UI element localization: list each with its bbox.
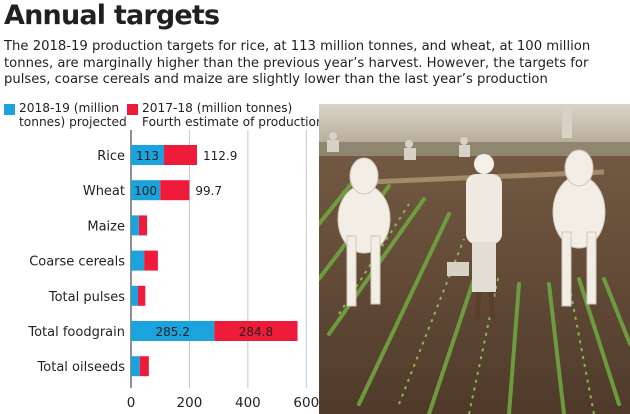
bar-fourth-estimate — [144, 250, 158, 271]
legend-label-line1: 2018-19 (million — [19, 101, 120, 115]
bar-fourth-estimate — [214, 321, 298, 341]
data-label-fourth-estimate: 99.7 — [195, 184, 222, 198]
farmer-ploughing-field-photo — [319, 104, 630, 414]
data-label-projected: 100 — [134, 184, 157, 198]
bar-projected — [131, 321, 215, 341]
bar-projected — [131, 285, 139, 306]
data-label-fourth-estimate: 284.8 — [239, 325, 273, 339]
category-label: Maize — [87, 219, 125, 234]
bar-chart: 0 200 400 600 Rice 113 112.9 Wheat 100 99.7 Maize C… — [27, 130, 319, 411]
bar-projected — [131, 145, 165, 165]
x-tick-label: 200 — [177, 395, 203, 411]
bar-fourth-estimate — [138, 285, 146, 306]
x-tick-label: 0 — [127, 395, 136, 411]
bar-projected — [131, 215, 139, 236]
data-label-projected: 113 — [136, 149, 159, 163]
category-label: Rice — [97, 149, 125, 164]
bar-fourth-estimate — [160, 180, 190, 201]
legend-label-line2: Fourth estimate of production — [142, 115, 324, 129]
category-label: Coarse cereals — [29, 255, 125, 270]
bar-fourth-estimate — [139, 356, 149, 377]
data-label-projected: 285.2 — [155, 325, 189, 339]
chart-title: Annual targets — [4, 0, 220, 31]
chart-subtitle: The 2018-19 production targets for rice,… — [4, 39, 591, 87]
legend-label-line2: tonnes) projected — [19, 115, 127, 129]
bar-fourth-estimate — [164, 145, 198, 165]
bar-projected — [131, 180, 161, 201]
data-label-fourth-estimate: 112.9 — [203, 149, 237, 163]
legend-swatch-projected — [4, 104, 15, 115]
bar-projected — [131, 356, 140, 377]
bar-fourth-estimate — [138, 215, 148, 236]
x-tick-label: 600 — [293, 395, 319, 411]
category-label: Total pulses — [48, 290, 125, 305]
x-tick-label: 400 — [235, 395, 261, 411]
category-label: Total oilseeds — [37, 360, 126, 375]
legend-label-line1: 2017-18 (million tonnes) — [142, 101, 293, 115]
category-label: Total foodgrain — [27, 325, 125, 340]
legend-swatch-fourth-estimate — [127, 104, 138, 115]
category-label: Wheat — [83, 184, 125, 199]
bar-projected — [131, 250, 145, 271]
